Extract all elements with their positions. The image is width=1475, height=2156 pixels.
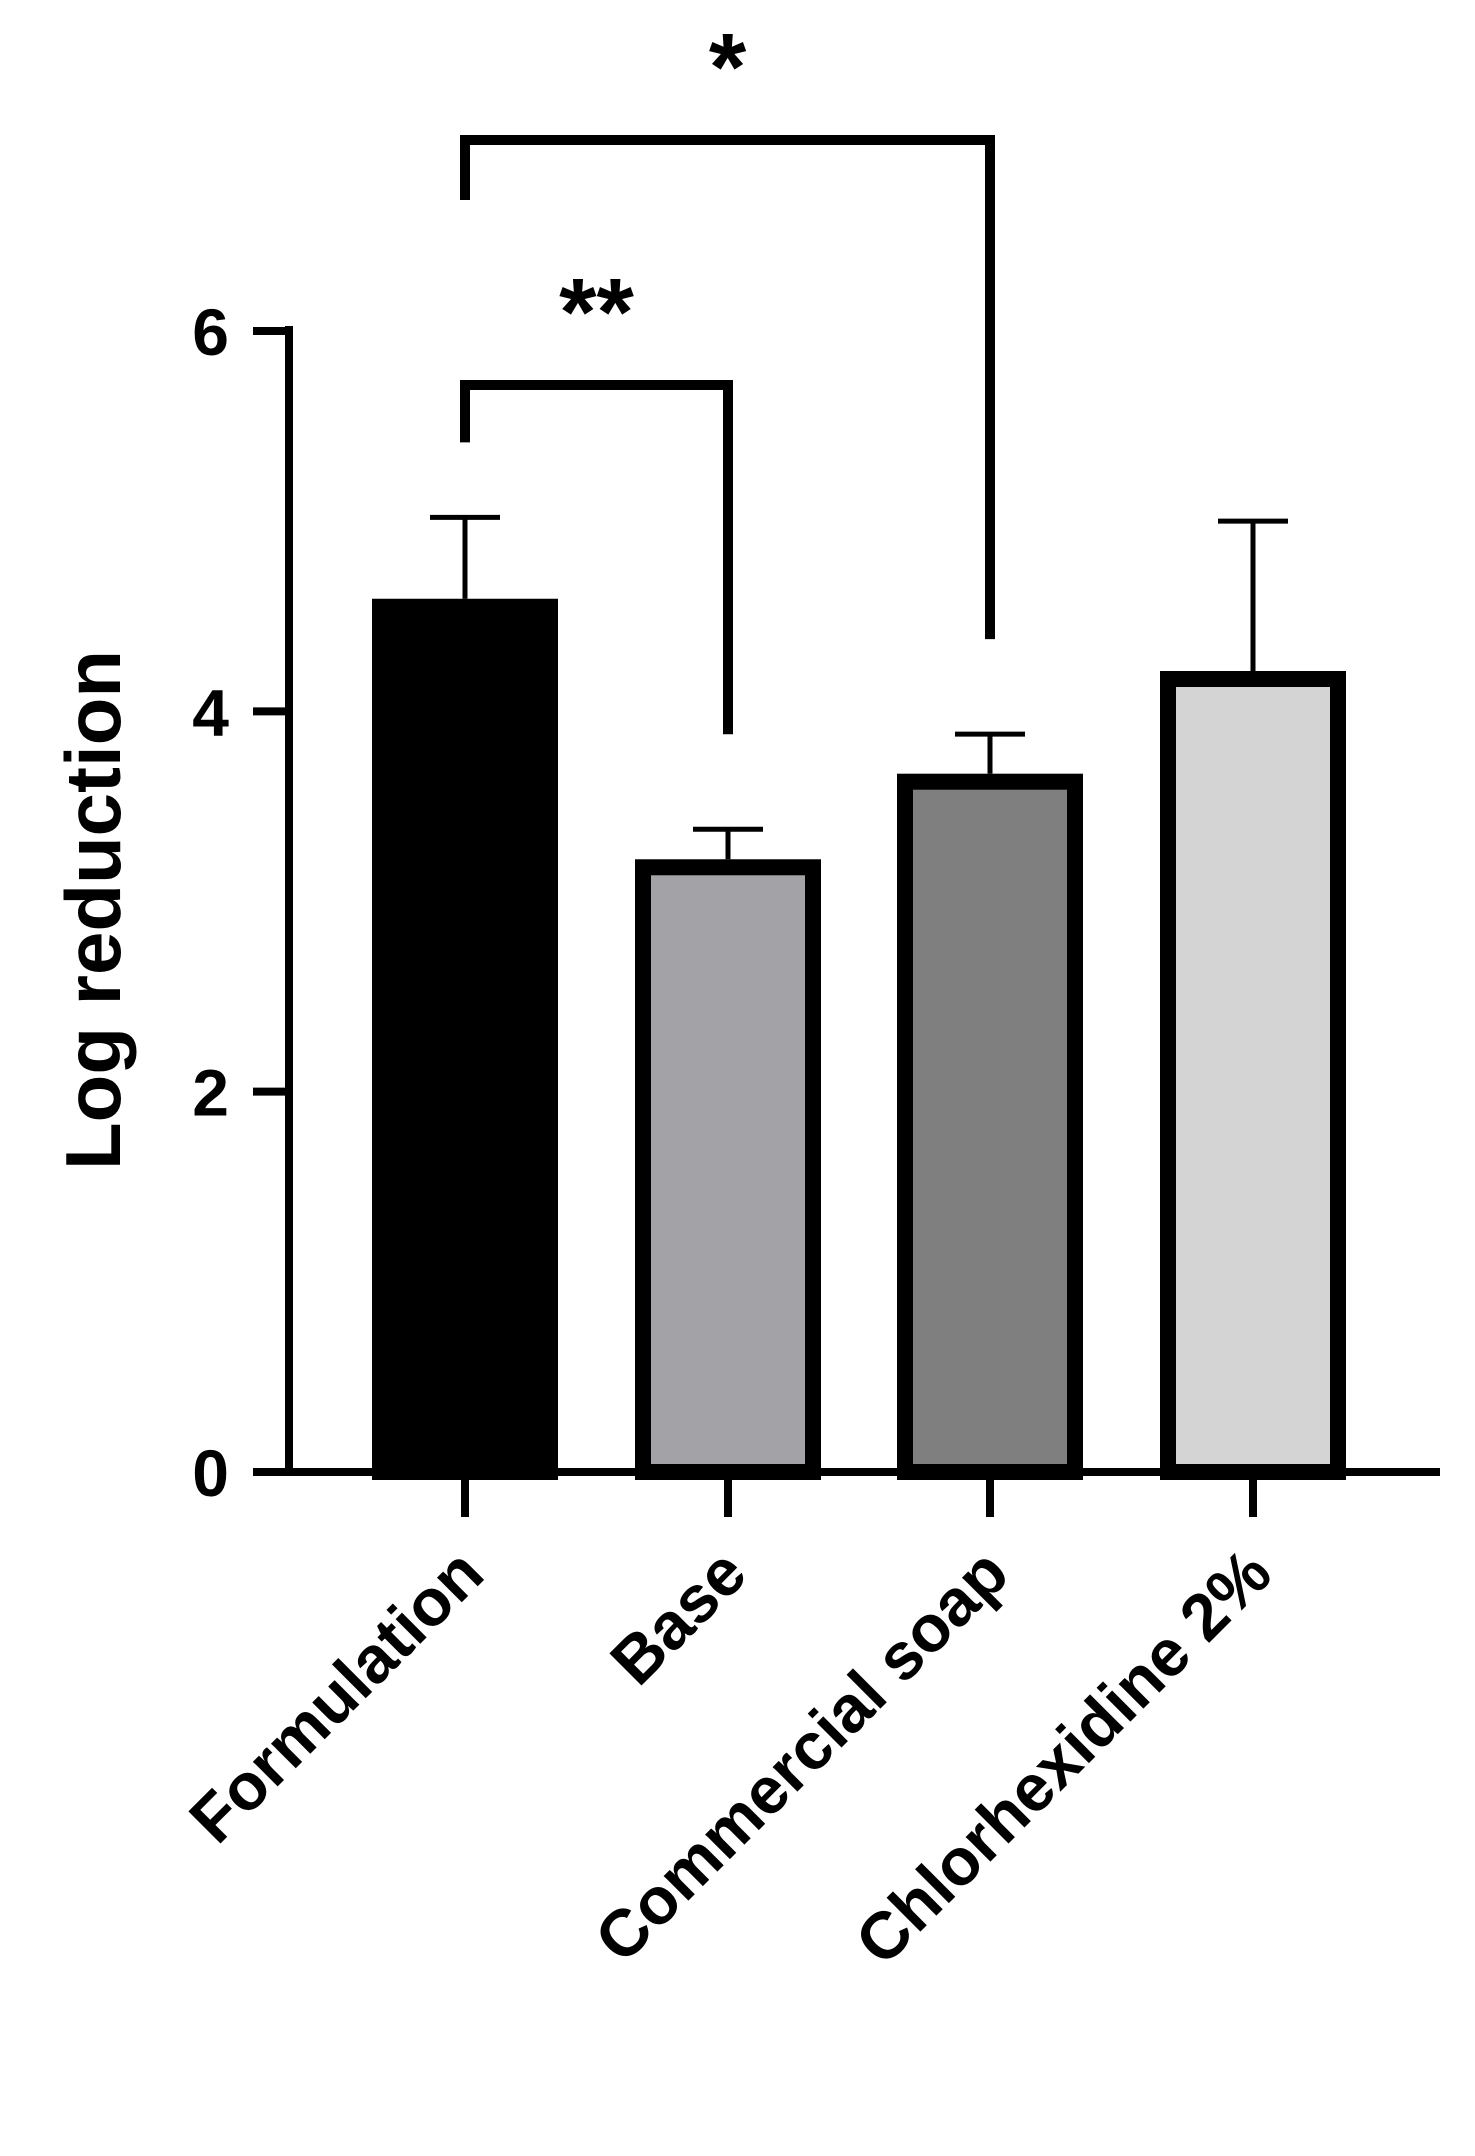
error-bar-formulation <box>430 514 500 599</box>
y-tick-label: 6 <box>192 295 229 369</box>
y-tick-label: 4 <box>192 675 229 749</box>
significance-bracket: ** <box>460 259 733 735</box>
significance-group: *** <box>460 14 995 735</box>
significance-line <box>460 380 733 735</box>
error-bar-commercial-soap <box>955 731 1025 774</box>
error-bar-chlorhexidine-2 <box>1218 518 1288 672</box>
error-bars-group <box>430 514 1288 860</box>
x-tick-label-formulation: Formulation <box>175 1535 497 1857</box>
significance-label: ** <box>559 259 634 366</box>
y-tick-label: 2 <box>192 1056 229 1130</box>
y-axis: 0 2 4 6 <box>192 295 293 1510</box>
significance-label: * <box>709 14 747 121</box>
bar-commercial-soap <box>897 773 1083 1480</box>
bar-formulation <box>372 598 558 1480</box>
bar-base <box>635 859 821 1480</box>
significance-line <box>460 135 995 640</box>
bar-chlorhexidine-2 <box>1160 671 1346 1480</box>
bars-group <box>372 598 1346 1480</box>
significance-bracket: * <box>460 14 995 640</box>
error-bar-base <box>693 826 763 860</box>
y-tick-label: 0 <box>192 1436 229 1510</box>
y-axis-title: Log reduction <box>49 650 137 1170</box>
x-tick-label-base: Base <box>596 1535 760 1699</box>
